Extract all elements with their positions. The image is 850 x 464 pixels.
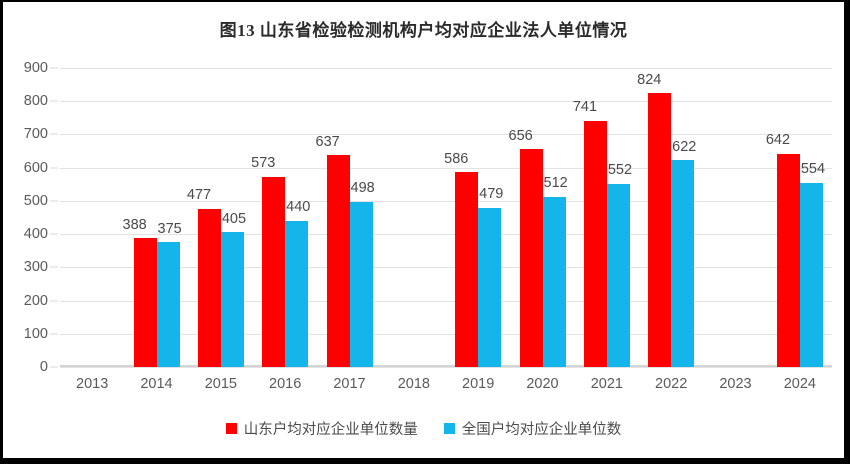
bar-value-shandong-2014: 388 [122,216,147,233]
bar-shandong-2017[interactable] [326,155,350,367]
y-tick-mark [50,200,58,202]
x-tick-label-2023: 2023 [719,376,752,392]
bar-value-national-2015: 405 [221,210,247,227]
x-tick-label-2014: 2014 [140,376,173,392]
bar-group-2021: 741 552 [573,68,637,367]
y-tick-label: 900 [23,60,48,76]
x-tick-label-2021: 2021 [590,376,623,392]
gridline [60,300,832,302]
bar-shandong-2020[interactable] [519,149,543,367]
gridline [60,68,832,69]
legend-label: 山东户均对应企业单位数量 [243,422,418,438]
y-tick-label: 800 [23,93,48,110]
bar-shandong-2024[interactable] [776,153,800,367]
bar-shandong-2014[interactable] [133,238,157,367]
y-tick-label: 400 [23,226,48,243]
x-tick-label-2013: 2013 [76,376,109,392]
y-tick-label: 100 [23,325,48,342]
y-tick-mark [50,366,58,368]
bar-group-2020: 656 512 [509,68,573,367]
bar-value-national-2017: 498 [350,180,375,197]
bar-national-2022[interactable] [671,160,695,367]
y-tick-mark [50,67,58,69]
bar-value-shandong-2016: 573 [251,155,276,172]
bar-group-2015: 477 405 [187,68,251,367]
bar-shandong-2022[interactable] [648,93,672,367]
y-tick-label: 300 [23,259,48,276]
bar-national-2015[interactable] [220,232,244,367]
bar-value-national-2022: 622 [672,138,697,155]
legend-item-0[interactable]: 山东户均对应企业单位数量 [225,418,418,439]
x-tick-label-2015: 2015 [204,376,237,392]
bar-shandong-2016[interactable] [262,176,286,367]
bar-group-2014: 388 375 [123,68,187,367]
y-tick-mark [50,233,58,235]
y-tick-label: 0 [39,359,48,375]
bar-group-2022: 824 622 [637,68,701,367]
gridline [60,333,832,335]
y-tick-label: 200 [23,292,48,309]
square-marker [443,423,455,434]
bar-shandong-2015[interactable] [197,208,221,367]
gridline [60,101,832,103]
x-tick-label-2019: 2019 [462,376,495,392]
y-tick-mark [50,300,58,302]
gridline [60,134,832,136]
bar-national-2016[interactable] [285,220,309,367]
gridline [60,200,832,202]
bar-value-shandong-2017: 637 [315,133,340,150]
bar-value-shandong-2019: 586 [444,150,469,167]
y-tick-mark [50,133,58,135]
bar-group-2017: 637 498 [316,68,380,367]
y-tick-mark [50,333,58,335]
bar-value-national-2020: 512 [543,175,568,192]
bar-national-2021[interactable] [606,183,630,367]
bar-value-national-2016: 440 [286,199,311,216]
bar-group-2016: 573 440 [251,68,315,367]
chart-title: 图13 山东省检验检测机构户均对应企业法人单位情况 [219,21,628,40]
square-marker [225,423,237,434]
bar-group-2024: 642 554 [766,68,830,367]
x-tick-label-2016: 2016 [269,376,302,392]
chart-figure: 图13 山东省检验检测机构户均对应企业法人单位情况 0 100 200 300 400 5… [3,2,844,458]
y-tick-label: 700 [23,126,48,143]
x-tick-label-2020: 2020 [526,376,559,392]
bar-value-shandong-2020: 656 [508,127,533,144]
bar-value-national-2014: 375 [157,220,182,237]
plot-area: 388 375 477 405 573 440 637 498 586 479 656 512 741 5… [60,68,832,368]
bar-value-shandong-2021: 741 [572,99,598,116]
gridline [60,267,832,269]
x-axis-baseline [60,365,832,367]
x-tick-label-2018: 2018 [397,376,430,392]
gridline [60,367,832,368]
y-tick-mark [50,100,58,102]
gridline [60,234,832,236]
legend-item-1[interactable]: 全国户均对应企业单位数 [443,418,622,439]
x-tick-label-2022: 2022 [655,376,688,392]
legend-label: 全国户均对应企业单位数 [461,422,622,438]
x-tick-label-2024: 2024 [783,376,816,392]
x-tick-label-2017: 2017 [333,376,366,392]
bar-group-2019: 586 479 [444,68,508,367]
bar-shandong-2021[interactable] [583,120,607,367]
y-tick-label: 500 [23,192,48,209]
bar-value-national-2019: 479 [479,186,504,203]
y-tick-mark [50,167,58,169]
chart-legend: 山东户均对应企业单位数量 全国户均对应企业单位数 [3,418,844,439]
bar-value-shandong-2024: 642 [765,132,791,149]
x-axis: 2013 2014 2015 2016 2017 2018 2019 2020 2021 2022… [60,376,832,398]
bar-national-2024[interactable] [799,182,823,367]
bar-national-2017[interactable] [349,201,373,367]
bar-national-2020[interactable] [542,196,566,367]
bar-value-national-2024: 554 [800,161,826,178]
bar-shandong-2019[interactable] [455,172,479,367]
y-tick-label: 600 [23,159,48,176]
y-tick-mark [50,266,58,268]
bar-value-national-2021: 552 [607,162,633,179]
bar-value-shandong-2022: 824 [637,71,662,88]
gridline [60,167,832,169]
bar-value-shandong-2015: 477 [186,187,212,204]
bar-national-2019[interactable] [478,207,502,367]
bar-national-2014[interactable] [156,242,180,367]
